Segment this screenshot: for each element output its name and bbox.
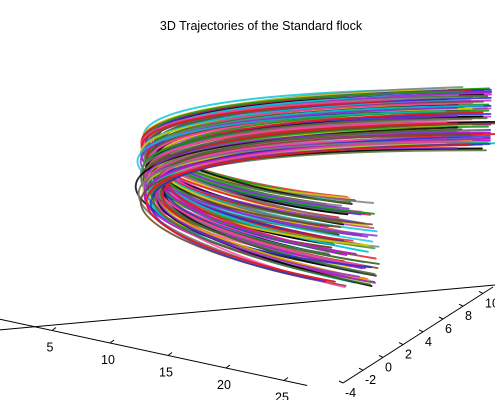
x-tick-label: 15 <box>159 366 173 380</box>
x-tick-label: 5 <box>47 341 54 355</box>
x-tick-mark <box>225 364 231 369</box>
x-tick-label: 20 <box>217 378 231 392</box>
trajectory-line <box>145 144 471 283</box>
x-axis-line <box>0 318 308 386</box>
y-tick-mark <box>478 290 484 294</box>
y-tick-label: 8 <box>465 309 472 323</box>
x-tick-label: 10 <box>101 353 115 367</box>
x-tick-label: 25 <box>275 391 289 400</box>
x-tick-mark <box>51 327 57 331</box>
y-tick-mark <box>458 303 464 307</box>
y-axis-line <box>342 286 494 384</box>
floor-edge-line <box>0 284 495 331</box>
y-tick-label: 0 <box>385 360 392 374</box>
axes: 0510152025-4-20246810 <box>0 284 495 400</box>
trajectory-lines <box>134 86 495 289</box>
y-tick-label: 6 <box>445 322 452 336</box>
y-tick-mark <box>438 316 444 320</box>
y-tick-mark <box>358 367 364 371</box>
x-tick-mark <box>283 377 289 381</box>
y-tick-label: 10 <box>485 296 495 310</box>
y-tick-mark <box>378 354 384 358</box>
chart-title: 3D Trajectories of the Standard flock <box>160 19 363 33</box>
y-tick-mark <box>398 342 404 346</box>
y-tick-label: -4 <box>345 386 356 400</box>
trajectory-line <box>136 110 447 243</box>
x-tick-mark <box>109 339 115 344</box>
y-tick-mark <box>418 329 424 333</box>
x-tick-mark <box>167 352 173 356</box>
y-tick-mark <box>338 380 344 384</box>
y-tick-label: 4 <box>425 335 432 349</box>
trajectory-line <box>154 140 472 289</box>
trajectory-line <box>152 149 487 286</box>
y-tick-label: -2 <box>365 373 376 387</box>
y-tick-label: 2 <box>405 348 412 362</box>
